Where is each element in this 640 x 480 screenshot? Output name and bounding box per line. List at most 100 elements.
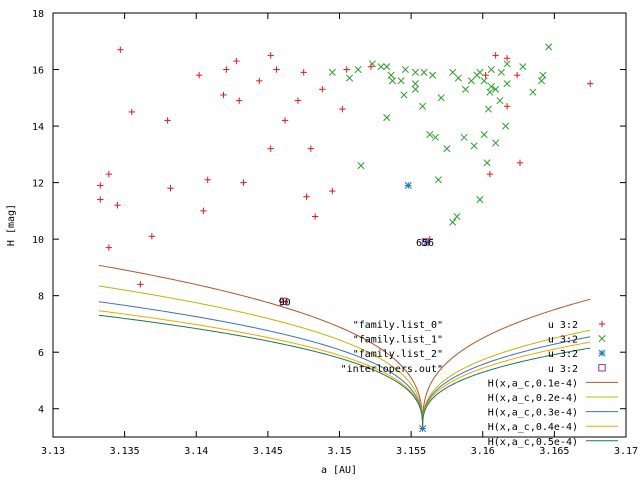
data-point (167, 185, 174, 192)
data-point (204, 176, 211, 183)
points-layer (97, 43, 594, 433)
data-point (117, 46, 124, 53)
data-point (311, 213, 319, 220)
data-point (487, 65, 495, 74)
data-point (307, 145, 315, 152)
x-tick-label: 3.17 (614, 446, 638, 457)
x-tick-label: 3.16 (471, 446, 495, 457)
data-point (411, 80, 419, 88)
data-point (383, 63, 391, 71)
y-tick-label: 10 (32, 235, 44, 246)
data-point (486, 170, 494, 178)
legend: "family.list_0" u 3:2"family.list_1" u 3:2… (341, 320, 618, 448)
legend-series-suffix: u 3:2 (548, 349, 578, 360)
data-point (319, 86, 326, 93)
data-point (273, 66, 280, 73)
data-point (480, 130, 488, 139)
data-point (105, 244, 113, 251)
x-tick-label: 3.145 (253, 446, 283, 457)
plot-frame (52, 12, 627, 438)
data-point (267, 145, 274, 152)
curves-layer (98, 264, 591, 429)
x-tick-label: 3.155 (396, 446, 426, 457)
x-tick-label: 3.15 (327, 446, 351, 457)
legend-marker (598, 349, 606, 357)
data-point (492, 139, 500, 147)
data-point (388, 77, 397, 85)
data-point (503, 80, 511, 88)
y-tick-label: 16 (32, 66, 44, 77)
data-point (401, 65, 409, 74)
annotations-layer: 90 656 (279, 238, 434, 308)
data-point (164, 117, 171, 124)
axis-ticks: 3.13 3.135 3.14 3.145 3.15 3.155 3.16 3.165 3.17… (32, 9, 638, 457)
point-annotation: 656 (416, 238, 434, 249)
data-point (328, 68, 336, 76)
data-point (223, 66, 230, 73)
x-tick-label: 3.13 (41, 446, 65, 457)
data-point (240, 179, 247, 186)
legend-series-name: "family.list_2" (353, 349, 443, 360)
legend-curve-label: H(x,a_c,0.4e-4) (488, 422, 578, 433)
data-point (114, 202, 121, 209)
data-point (281, 117, 289, 124)
data-point (449, 218, 457, 226)
legend-curve-label: H(x,a_c,0.5e-4) (488, 437, 578, 448)
data-point (473, 71, 481, 79)
data-point (539, 71, 547, 79)
y-axis-label: H [mag] (6, 204, 17, 246)
data-point (537, 77, 546, 85)
data-point (487, 82, 495, 91)
data-point (357, 162, 365, 170)
data-point (345, 74, 354, 82)
data-point (431, 133, 440, 141)
data-point (545, 43, 553, 51)
data-point (586, 80, 594, 87)
legend-curve-label: H(x,a_c,0.3e-4) (488, 408, 578, 419)
data-point (128, 108, 135, 116)
data-point (105, 170, 113, 178)
data-point (437, 94, 445, 102)
y-tick-label: 4 (38, 405, 44, 416)
data-point (496, 97, 504, 105)
data-point (421, 238, 430, 246)
data-point (419, 424, 427, 433)
data-point (354, 65, 362, 74)
data-point (303, 193, 310, 200)
point-annotation: 90 (279, 297, 291, 308)
data-point (279, 297, 288, 306)
y-tick-label: 12 (32, 179, 44, 190)
y-tick-label: 14 (32, 122, 44, 133)
data-point (294, 97, 302, 104)
data-point (516, 159, 524, 167)
data-point (343, 66, 350, 73)
data-point (492, 52, 499, 59)
data-point (397, 77, 405, 85)
data-point (503, 103, 511, 110)
data-point (483, 159, 491, 167)
data-point (486, 88, 494, 96)
data-point (411, 85, 419, 93)
curve-line (98, 264, 591, 429)
data-point (529, 88, 537, 96)
data-point (434, 176, 442, 184)
data-point (280, 298, 287, 305)
data-point (220, 91, 227, 99)
legend-curve-label: H(x,a_c,0.1e-4) (488, 378, 578, 389)
data-point (480, 77, 488, 85)
data-point (411, 68, 419, 76)
legend-marker (598, 335, 606, 343)
legend-marker (598, 320, 606, 328)
data-point (482, 71, 489, 79)
data-point (497, 68, 505, 76)
legend-series-name: "family.list_1" (353, 335, 443, 346)
data-point (367, 63, 375, 70)
data-point (503, 55, 511, 62)
y-tick-label: 8 (38, 292, 44, 303)
data-point (200, 207, 207, 215)
data-point (460, 133, 468, 141)
legend-series-suffix: u 3:2 (548, 364, 578, 375)
data-point (462, 85, 470, 93)
data-point (148, 233, 156, 240)
x-tick-label: 3.14 (184, 446, 208, 457)
